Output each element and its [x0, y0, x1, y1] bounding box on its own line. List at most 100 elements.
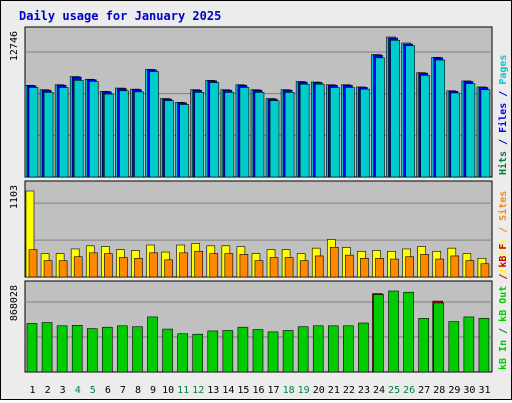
- bar-pages-day-22: [345, 87, 355, 178]
- x-tick-label-day-24: 24: [373, 385, 385, 396]
- x-tick-label-day-7: 7: [120, 385, 126, 396]
- legend-part: Files: [497, 103, 509, 133]
- kb-in-out-panel: 868028 kB In / kB Out / kB F: [9, 244, 509, 373]
- bar-sites-day-30: [465, 260, 475, 278]
- x-tick-label-day-20: 20: [313, 385, 325, 396]
- bar-kb-in-day-6: [102, 326, 113, 373]
- hits-files-pages-panel: 12746 Hits / Files / Pages: [9, 26, 509, 178]
- bar-kb-in-day-21: [327, 325, 339, 373]
- legend-part: Visits: [497, 239, 509, 275]
- bar-kb-in-day-30: [463, 316, 475, 373]
- bar-pages-day-1: [28, 87, 39, 178]
- bar-kb-in-day-31: [478, 318, 490, 373]
- bar-sites-day-16: [254, 260, 264, 278]
- bar-pages-day-31: [480, 89, 491, 178]
- bar-kb-in-day-18: [282, 330, 294, 373]
- bar-pages-day-29: [450, 92, 461, 178]
- bar-pages-day-9: [149, 71, 159, 178]
- bar-sites-day-8: [134, 257, 143, 278]
- x-tick-label-day-25: 25: [388, 385, 400, 396]
- bar-pages-day-14: [224, 92, 235, 178]
- bar-kb-in-day-4: [71, 325, 83, 373]
- bar-pages-day-28: [435, 59, 446, 178]
- bar-sites-day-15: [239, 254, 249, 278]
- chart-title: Daily usage for January 2025: [19, 9, 221, 23]
- x-tick-label-day-22: 22: [343, 385, 355, 396]
- legend-part: kB In: [498, 340, 509, 370]
- x-tick-label-day-15: 15: [237, 385, 249, 396]
- bar-sites-day-21: [329, 247, 339, 278]
- x-tick-label-day-11: 11: [177, 385, 189, 396]
- legend-part: Sites: [497, 191, 509, 221]
- bar-pages-day-6: [104, 93, 114, 178]
- bar-sites-day-12: [194, 250, 204, 278]
- y-max-label: 868028: [9, 285, 20, 321]
- bar-pages-day-11: [179, 104, 189, 178]
- bar-sites-day-29: [450, 255, 460, 278]
- y-max-label: 12746: [9, 31, 20, 61]
- x-tick-label-day-30: 30: [463, 385, 475, 396]
- bar-pages-day-26: [405, 45, 415, 178]
- hits-files-pages-legend: Hits / Files / Pages: [497, 55, 509, 175]
- bar-sites-day-13: [209, 253, 219, 278]
- bar-pages-day-12: [194, 92, 205, 178]
- legend-part: /: [498, 268, 509, 286]
- bar-sites-day-9: [149, 252, 158, 278]
- bar-kb-in-day-7: [117, 325, 128, 373]
- legend-part: /: [498, 322, 509, 340]
- bar-sites-day-14: [224, 253, 234, 278]
- bar-pages-day-24: [375, 57, 385, 178]
- bar-kb-in-day-26: [403, 291, 414, 373]
- bar-kb-in-day-12: [192, 333, 204, 373]
- bar-sites-day-31: [480, 263, 490, 278]
- legend-part: kB Out: [498, 286, 509, 322]
- legend-part: /: [498, 85, 509, 103]
- bar-sites-day-1: [28, 249, 38, 278]
- bar-sites-day-6: [104, 253, 113, 278]
- bar-kb-in-day-24: [373, 294, 384, 373]
- bar-pages-day-16: [254, 92, 265, 178]
- x-tick-label-day-28: 28: [433, 385, 445, 396]
- x-tick-label-day-14: 14: [222, 385, 234, 396]
- x-tick-label-day-26: 26: [403, 385, 415, 396]
- bar-pages-day-23: [360, 88, 370, 178]
- x-tick-label-day-29: 29: [448, 385, 460, 396]
- bar-pages-day-21: [329, 87, 340, 178]
- x-tick-label-day-23: 23: [358, 385, 370, 396]
- bar-pages-day-30: [465, 83, 476, 178]
- bar-pages-day-19: [299, 83, 310, 178]
- x-tick-label-day-21: 21: [328, 385, 340, 396]
- x-tick-label-day-2: 2: [45, 385, 51, 396]
- x-tick-label-day-13: 13: [207, 385, 219, 396]
- bar-pages-day-10: [164, 100, 174, 178]
- bar-kb-in-day-29: [448, 321, 460, 373]
- bar-sites-day-26: [405, 256, 414, 278]
- x-tick-label-day-27: 27: [418, 385, 430, 396]
- bar-sites-day-24: [375, 257, 384, 278]
- bar-sites-day-22: [345, 254, 354, 278]
- bar-sites-day-11: [179, 252, 188, 278]
- x-tick-label-day-4: 4: [75, 385, 81, 396]
- legend-part: /: [498, 133, 509, 151]
- bar-sites-day-2: [43, 260, 53, 278]
- bar-sites-day-17: [269, 257, 279, 278]
- x-tick-label-day-19: 19: [298, 385, 310, 396]
- visits-sites-legend: Visits / Sites: [497, 191, 509, 275]
- bar-kb-in-day-11: [177, 333, 188, 373]
- bar-pages-day-20: [314, 83, 325, 178]
- x-tick-label-day-18: 18: [283, 385, 295, 396]
- bar-sites-day-25: [390, 258, 399, 278]
- bar-pages-day-7: [119, 90, 129, 178]
- x-tick-label-day-8: 8: [135, 385, 141, 396]
- legend-part: /: [498, 221, 509, 239]
- bar-pages-day-25: [390, 39, 400, 178]
- bar-pages-day-4: [73, 80, 84, 178]
- bar-sites-day-19: [299, 260, 309, 278]
- x-tick-label-day-10: 10: [162, 385, 174, 396]
- bar-kb-in-day-1: [26, 323, 38, 373]
- legend-part: Pages: [498, 55, 509, 85]
- bar-sites-day-7: [119, 257, 128, 278]
- x-tick-label-day-3: 3: [60, 385, 66, 396]
